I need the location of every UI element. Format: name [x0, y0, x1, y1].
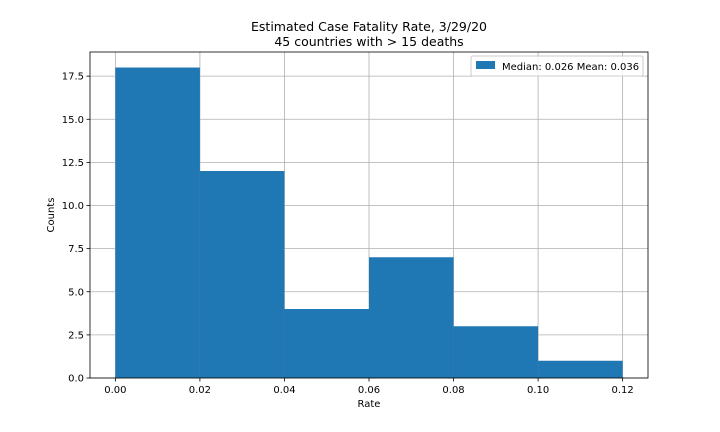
x-tick-label: 0.00 [104, 385, 126, 396]
histogram-bar [453, 326, 539, 378]
y-tick-label: 10.0 [62, 201, 84, 212]
legend-swatch [476, 61, 495, 69]
y-tick-label: 7.5 [68, 244, 84, 255]
x-tick-label: 0.04 [273, 385, 295, 396]
y-axis-label: Counts [46, 198, 57, 233]
legend-label: Median: 0.026 Mean: 0.036 [502, 62, 639, 73]
histogram-bar [369, 257, 454, 378]
chart-subtitle: 45 countries with > 15 deaths [274, 34, 463, 49]
y-tick-label: 0.0 [68, 374, 84, 385]
chart-title: Estimated Case Fatality Rate, 3/29/20 [251, 19, 487, 34]
y-tick-label: 15.0 [62, 115, 84, 126]
legend-box [470, 55, 644, 77]
histogram-bar [538, 360, 623, 378]
x-tick-label: 0.02 [189, 385, 211, 396]
histogram-bar [284, 309, 369, 378]
x-tick-label: 0.10 [527, 385, 549, 396]
x-tick-label: 0.08 [442, 385, 464, 396]
x-tick-label: 0.06 [358, 385, 380, 396]
y-tick-label: 12.5 [62, 158, 84, 169]
y-axis-ticks: 0.0 2.5 5.0 7.5 10.0 12.5 15.0 17.5 [62, 72, 90, 385]
x-axis-ticks: 0.00 0.02 0.04 0.06 0.08 0.10 0.12 [104, 378, 634, 396]
x-tick-label: 0.12 [612, 385, 634, 396]
histogram-bar [199, 171, 285, 378]
histogram-bars [115, 67, 623, 379]
y-tick-label: 17.5 [62, 72, 84, 83]
y-tick-label: 5.0 [68, 287, 84, 298]
histogram-bar [115, 67, 200, 379]
x-axis-label: Rate [358, 399, 381, 410]
y-tick-label: 2.5 [68, 330, 84, 341]
legend: Median: 0.026 Mean: 0.036 [470, 55, 644, 77]
